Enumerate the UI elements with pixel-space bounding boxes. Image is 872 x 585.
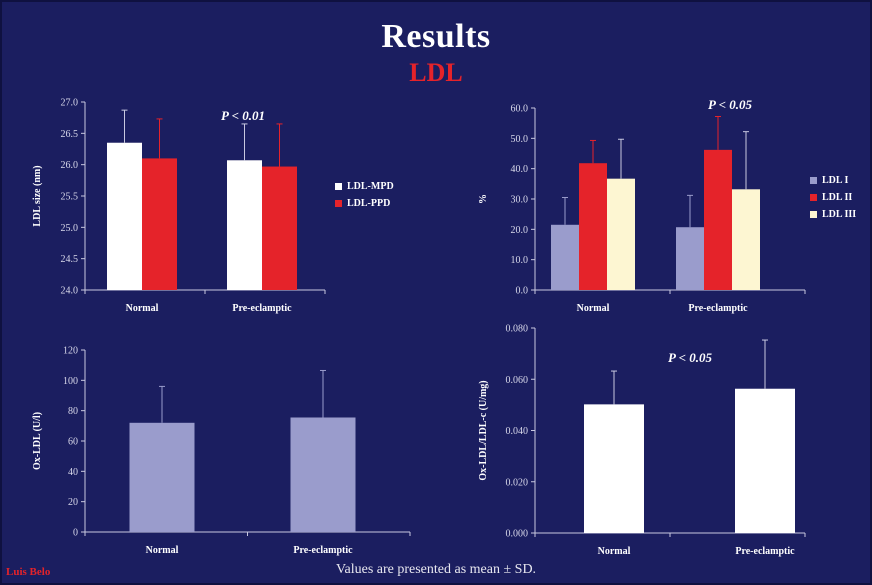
y-tick-label: 60: [68, 437, 78, 448]
bar: [732, 189, 760, 290]
y-tick-label: 0: [73, 528, 78, 539]
x-category-label: Pre-eclamptic: [232, 303, 292, 314]
legend-swatch: [335, 200, 342, 207]
y-tick-label: 100: [63, 376, 78, 387]
y-tick-label: 80: [68, 406, 78, 417]
y-tick-label: 0.000: [506, 529, 529, 540]
y-tick-label: 0.020: [506, 477, 529, 488]
p-value-annotation: P < 0.05: [708, 97, 753, 112]
legend-label: LDL I: [822, 175, 849, 186]
x-category-label: Pre-eclamptic: [688, 303, 748, 314]
x-category-label: Normal: [126, 303, 159, 314]
legend-swatch: [810, 194, 817, 201]
y-tick-label: 120: [63, 346, 78, 357]
legend-label: LDL III: [822, 209, 857, 220]
legend-swatch: [335, 183, 342, 190]
y-tick-label: 26.5: [61, 129, 79, 140]
y-tick-label: 30.0: [511, 195, 529, 206]
p-value-annotation: P < 0.05: [668, 350, 713, 365]
y-tick-label: 27.0: [61, 98, 79, 109]
y-tick-label: 24.0: [61, 286, 79, 297]
slide-subtitle: LDL: [409, 58, 463, 87]
bar: [227, 160, 262, 290]
y-axis-label: Ox-LDL (U/l): [32, 412, 43, 470]
x-category-label: Pre-eclamptic: [735, 546, 795, 557]
bar: [142, 158, 177, 290]
bar: [262, 166, 297, 290]
y-tick-label: 40: [68, 467, 78, 478]
x-category-label: Normal: [146, 545, 179, 556]
y-axis-label: %: [478, 194, 489, 204]
y-tick-label: 20: [68, 497, 78, 508]
y-tick-label: 0.0: [516, 286, 529, 297]
legend-item-ldl-iii: LDL III: [810, 206, 856, 223]
bar: [607, 178, 635, 290]
x-category-label: Pre-eclamptic: [293, 545, 353, 556]
bar: [290, 417, 356, 532]
legend-item-ldl-ii: LDL II: [810, 189, 856, 206]
legend-label: LDL-PPD: [347, 198, 391, 209]
legend-swatch: [810, 177, 817, 184]
bar: [584, 404, 644, 533]
y-tick-label: 60.0: [511, 104, 529, 115]
y-axis-label: LDL size (nm): [32, 165, 43, 226]
legend-item-ldl-ppd: LDL-PPD: [335, 195, 394, 212]
y-tick-label: 20.0: [511, 225, 529, 236]
legend-item-ldl-i: LDL I: [810, 172, 856, 189]
bar: [579, 163, 607, 290]
bar: [735, 388, 795, 533]
footer-note: Values are presented as mean ± SD.: [335, 562, 537, 577]
author-name: Luis Belo: [6, 566, 51, 578]
y-tick-label: 0.080: [506, 324, 529, 335]
bar: [551, 224, 579, 290]
y-tick-label: 25.5: [61, 192, 79, 203]
bar: [107, 142, 142, 290]
y-tick-label: 25.0: [61, 223, 79, 234]
y-tick-label: 50.0: [511, 134, 529, 145]
bar: [129, 422, 195, 532]
legend-label: LDL II: [822, 192, 853, 203]
legend-item-ldl-mpd: LDL-MPD: [335, 178, 394, 195]
y-tick-label: 40.0: [511, 164, 529, 175]
bar: [676, 227, 704, 290]
x-category-label: Normal: [598, 546, 631, 557]
y-tick-label: 24.5: [61, 254, 79, 265]
y-tick-label: 0.060: [506, 375, 529, 386]
y-tick-label: 26.0: [61, 160, 79, 171]
y-tick-label: 0.040: [506, 426, 529, 437]
bar: [704, 149, 732, 290]
y-axis-label: Ox-LDL/LDL-c (U/mg): [478, 380, 489, 480]
legend-swatch: [810, 211, 817, 218]
p-value-annotation: P < 0.01: [221, 108, 265, 123]
ldl-size-legend: LDL-MPD LDL-PPD: [335, 178, 394, 212]
legend-label: LDL-MPD: [347, 181, 394, 192]
ldl-subfraction-legend: LDL I LDL II LDL III: [810, 172, 856, 223]
x-category-label: Normal: [577, 303, 610, 314]
y-tick-label: 10.0: [511, 255, 529, 266]
slide-title: Results: [381, 18, 491, 55]
